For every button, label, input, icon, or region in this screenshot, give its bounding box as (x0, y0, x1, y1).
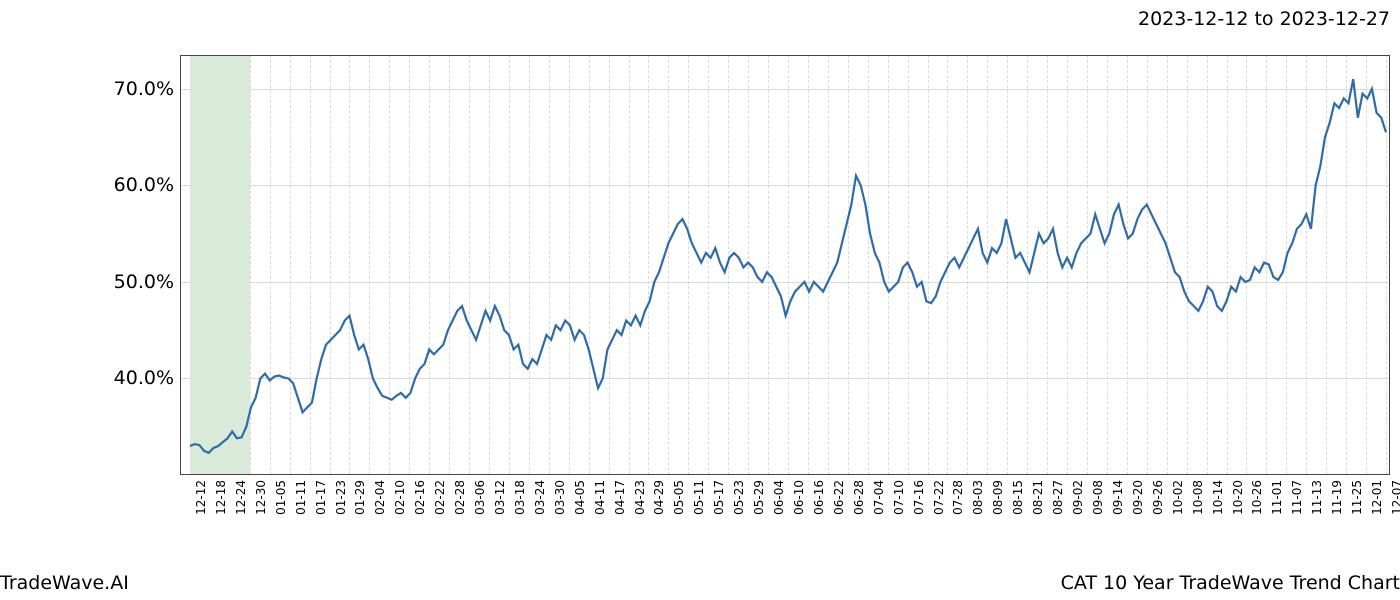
x-tick-label: 01-05 (274, 480, 288, 515)
x-tick-label: 09-20 (1131, 480, 1145, 515)
x-tick-label: 09-26 (1151, 480, 1165, 515)
footer-brand: TradeWave.AI (0, 572, 129, 594)
x-tick-label: 05-11 (692, 480, 706, 515)
x-tick-label: 11-13 (1310, 480, 1324, 515)
plot-border (1389, 55, 1390, 475)
y-tick-label: 60.0% (84, 174, 174, 196)
x-tick-label: 11-01 (1270, 480, 1284, 515)
x-tick-label: 04-23 (633, 480, 647, 515)
x-tick-label: 03-18 (513, 480, 527, 515)
x-tick-label: 08-03 (971, 480, 985, 515)
x-tick-label: 06-10 (792, 480, 806, 515)
x-tick-label: 09-14 (1111, 480, 1125, 515)
x-tick-label: 06-04 (772, 480, 786, 515)
x-tick-label: 01-11 (294, 480, 308, 515)
x-tick-label: 05-23 (732, 480, 746, 515)
x-tick-label: 04-05 (573, 480, 587, 515)
x-tick-label: 01-23 (334, 480, 348, 515)
plot-area (180, 55, 1390, 475)
x-tick-label: 12-12 (194, 480, 208, 515)
x-tick-label: 03-12 (493, 480, 507, 515)
x-tick-label: 05-05 (672, 480, 686, 515)
x-tick-label: 07-04 (872, 480, 886, 515)
x-tick-label: 04-29 (652, 480, 666, 515)
x-tick-label: 12-30 (254, 480, 268, 515)
x-tick-label: 01-29 (353, 480, 367, 515)
x-tick-label: 07-10 (892, 480, 906, 515)
x-tick-label: 07-16 (912, 480, 926, 515)
x-tick-label: 06-16 (812, 480, 826, 515)
date-range-label: 2023-12-12 to 2023-12-27 (1138, 8, 1390, 30)
x-tick-label: 06-22 (832, 480, 846, 515)
x-tick-label: 04-11 (593, 480, 607, 515)
x-tick-label: 10-20 (1231, 480, 1245, 515)
x-tick-label: 02-16 (413, 480, 427, 515)
x-tick-label: 11-19 (1330, 480, 1344, 515)
x-tick-label: 12-07 (1390, 480, 1400, 515)
x-tick-label: 02-10 (393, 480, 407, 515)
series-line (190, 79, 1386, 453)
chart-container: 2023-12-12 to 2023-12-27 TradeWave.AI CA… (0, 0, 1400, 600)
x-tick-label: 12-24 (234, 480, 248, 515)
x-tick-label: 02-28 (453, 480, 467, 515)
x-tick-label: 09-02 (1071, 480, 1085, 515)
x-tick-label: 07-22 (932, 480, 946, 515)
x-tick-label: 01-17 (314, 480, 328, 515)
plot-border (180, 55, 1390, 56)
x-tick-label: 11-25 (1350, 480, 1364, 515)
x-tick-label: 02-04 (373, 480, 387, 515)
x-tick-label: 06-28 (852, 480, 866, 515)
x-tick-label: 10-26 (1250, 480, 1264, 515)
x-tick-label: 10-14 (1211, 480, 1225, 515)
x-tick-label: 04-17 (613, 480, 627, 515)
y-tick-label: 50.0% (84, 271, 174, 293)
footer-title: CAT 10 Year TradeWave Trend Chart (1061, 572, 1400, 594)
plot-border (180, 55, 181, 475)
x-tick-label: 09-08 (1091, 480, 1105, 515)
y-tick-label: 70.0% (84, 78, 174, 100)
x-tick-label: 12-18 (214, 480, 228, 515)
x-tick-label: 08-09 (991, 480, 1005, 515)
x-tick-label: 03-24 (533, 480, 547, 515)
x-tick-label: 05-29 (752, 480, 766, 515)
x-tick-label: 10-02 (1171, 480, 1185, 515)
plot-border (180, 474, 1390, 475)
x-tick-label: 07-28 (951, 480, 965, 515)
x-tick-label: 02-22 (433, 480, 447, 515)
x-tick-label: 12-01 (1370, 480, 1384, 515)
x-tick-label: 08-15 (1011, 480, 1025, 515)
x-tick-label: 08-21 (1031, 480, 1045, 515)
x-tick-label: 03-06 (473, 480, 487, 515)
x-tick-label: 11-07 (1290, 480, 1304, 515)
x-tick-label: 05-17 (712, 480, 726, 515)
x-tick-label: 08-27 (1051, 480, 1065, 515)
x-tick-label: 03-30 (553, 480, 567, 515)
line-svg (180, 55, 1390, 475)
y-tick-label: 40.0% (84, 367, 174, 389)
x-tick-label: 10-08 (1191, 480, 1205, 515)
